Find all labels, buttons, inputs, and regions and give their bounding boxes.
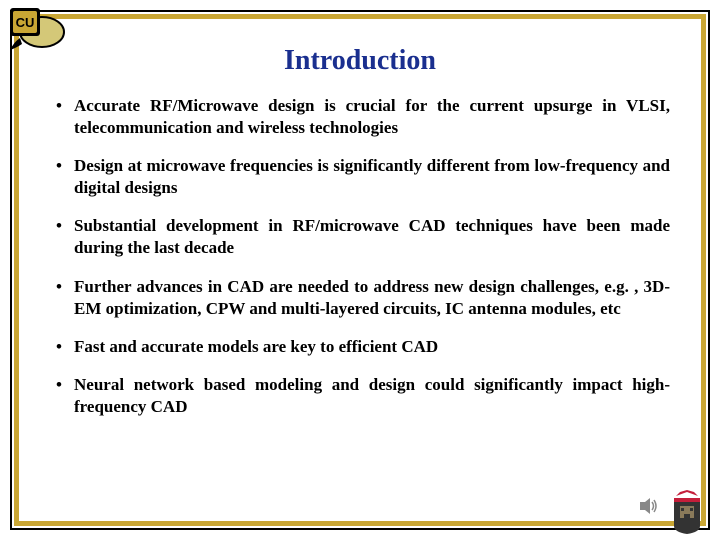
slide-content: Introduction Accurate RF/Microwave desig… [30,30,690,510]
bullet-item: Fast and accurate models are key to effi… [50,336,670,358]
bullet-item: Substantial development in RF/microwave … [50,215,670,259]
bullet-item: Neural network based modeling and design… [50,374,670,418]
bullet-item: Design at microwave frequencies is signi… [50,155,670,199]
carleton-logo-icon [666,490,708,534]
speaker-icon[interactable] [638,496,660,516]
bullet-item: Accurate RF/Microwave design is crucial … [50,95,670,139]
svg-text:CU: CU [16,15,35,30]
bullet-list: Accurate RF/Microwave design is crucial … [50,95,670,418]
bullet-item: Further advances in CAD are needed to ad… [50,276,670,320]
cu-logo-icon: CU [2,2,66,56]
slide-title: Introduction [50,45,670,77]
